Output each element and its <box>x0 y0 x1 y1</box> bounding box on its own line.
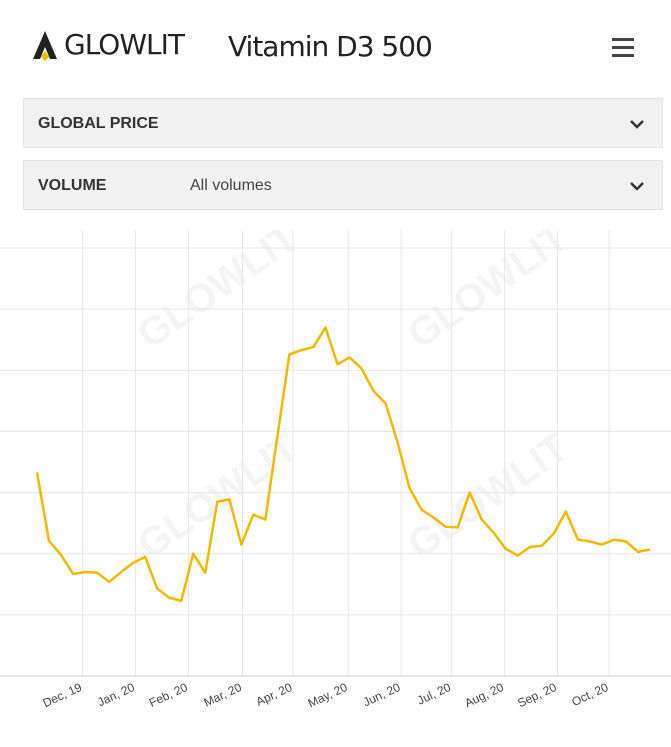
x-tick-label: Feb, 20 <box>147 680 190 710</box>
dropdown-label: GLOBAL PRICE <box>38 115 159 132</box>
watermark: GLOWLIT <box>400 426 576 568</box>
x-tick-label: May, 20 <box>306 680 350 710</box>
x-tick-label: Jun, 20 <box>361 680 403 709</box>
chart: GLOWLIT GLOWLIT GLOWLIT GLOWLIT Dec, 19 Jan, … <box>0 230 671 710</box>
dropdown-label: VOLUME <box>38 177 107 194</box>
product-title: Vitamin D3 500 <box>228 30 433 63</box>
logo <box>33 30 57 61</box>
chevron <box>630 120 644 129</box>
x-tick-label: Oct, 20 <box>569 680 610 709</box>
x-tick-label: Aug, 20 <box>462 680 506 710</box>
brand[interactable]: GLOWLIT <box>32 28 185 61</box>
watermark: GLOWLIT <box>130 230 306 357</box>
menu-button[interactable] <box>612 38 634 62</box>
x-tick-label: Jan, 20 <box>95 680 137 709</box>
x-tick-label: Apr, 20 <box>254 680 295 709</box>
x-tick-label: Mar, 20 <box>202 680 244 710</box>
dropdown-value: All volumes <box>190 177 272 194</box>
dropdown[interactable]: VOLUME All volumes <box>23 160 663 210</box>
price-line <box>35 326 651 603</box>
watermark: GLOWLIT <box>130 426 306 568</box>
chevron <box>630 182 644 191</box>
dropdown[interactable]: GLOBAL PRICE <box>23 98 663 148</box>
brand-name: GLOWLIT <box>64 28 185 61</box>
watermark: GLOWLIT <box>400 230 576 357</box>
header: GLOWLIT Vitamin D3 500 <box>0 0 671 90</box>
x-tick-label: Dec, 19 <box>41 680 85 710</box>
x-tick-label: Sep, 20 <box>515 680 559 710</box>
x-tick-label: Jul, 20 <box>415 680 453 708</box>
